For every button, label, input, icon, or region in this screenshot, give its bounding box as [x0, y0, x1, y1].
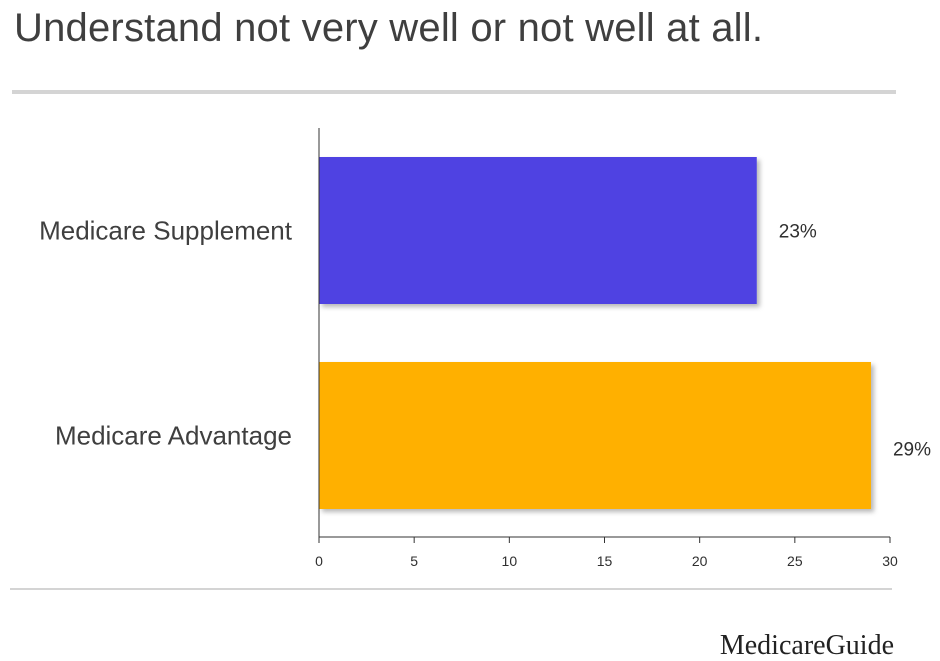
- logo-text: MedicareGuide: [719, 630, 894, 661]
- medicareguide-logo: MedicareGuide: [720, 632, 894, 660]
- x-tick-label-5: 5: [410, 553, 418, 569]
- x-tick-label-20: 20: [692, 553, 708, 569]
- x-axis: 0 5 10 15 20 25 30: [315, 128, 898, 569]
- top-divider: [12, 90, 896, 94]
- bars-group: [319, 157, 871, 509]
- chart-title: Understand not very well or not well at …: [14, 6, 764, 50]
- value-label-medicare-supplement: 23%: [779, 222, 817, 243]
- x-tick-label-25: 25: [787, 553, 803, 569]
- labels-group: Medicare Supplement 23% Medicare Advantage…: [39, 216, 931, 461]
- bottom-divider: [10, 588, 892, 590]
- category-label-medicare-advantage: Medicare Advantage: [55, 421, 292, 451]
- bar-medicare-advantage: [319, 362, 871, 509]
- value-label-medicare-advantage: 29%: [893, 440, 931, 461]
- x-tick-label-15: 15: [597, 553, 613, 569]
- bar-medicare-supplement: [319, 157, 757, 304]
- x-tick-label-0: 0: [315, 553, 323, 569]
- x-tick-label-10: 10: [502, 553, 518, 569]
- x-tick-label-30: 30: [882, 553, 898, 569]
- category-label-medicare-supplement: Medicare Supplement: [39, 216, 293, 246]
